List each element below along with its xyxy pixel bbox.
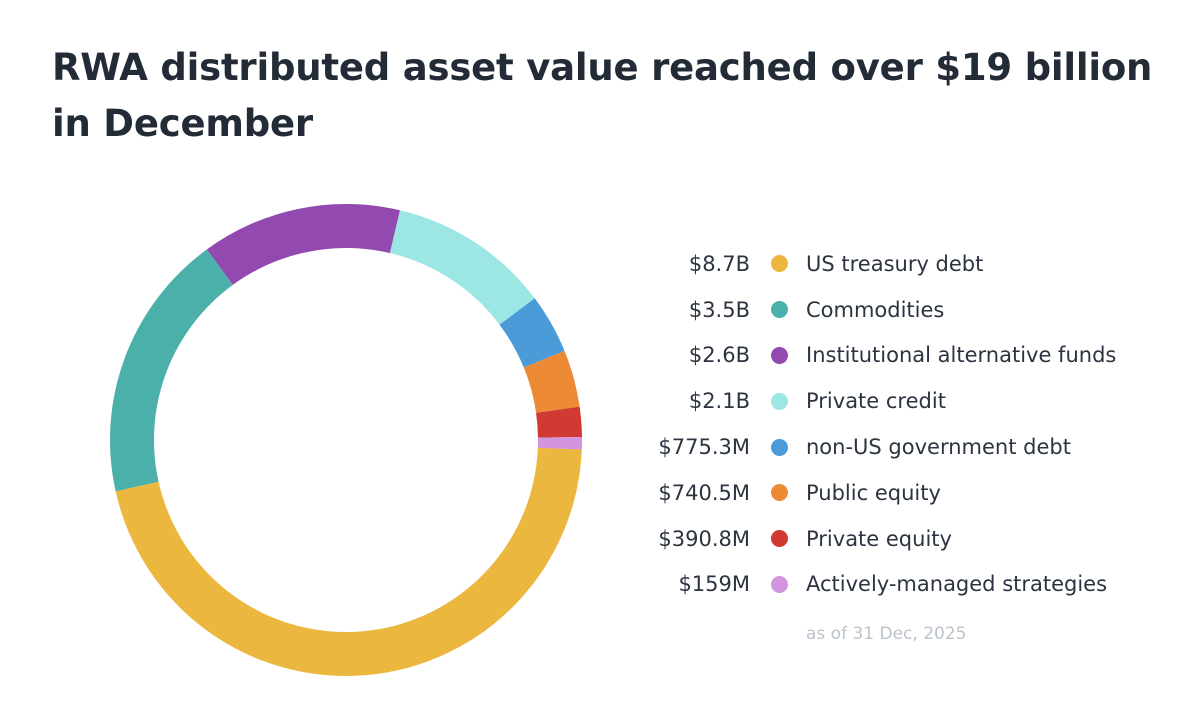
legend-item: $3.5B Commodities bbox=[600, 287, 1180, 333]
legend-label: Private equity bbox=[806, 526, 952, 551]
chart-legend: $8.7B US treasury debt $3.5B Commodities $2.… bbox=[600, 241, 1180, 607]
legend-item: $2.1B Private credit bbox=[600, 378, 1180, 424]
donut-slice bbox=[115, 447, 582, 676]
legend-item: $390.8M Private equity bbox=[600, 516, 1180, 562]
legend-swatch-icon bbox=[771, 438, 788, 456]
legend-item: $740.5M Public equity bbox=[600, 470, 1180, 516]
donut-slices bbox=[110, 203, 582, 676]
legend-swatch-icon bbox=[771, 301, 788, 319]
legend-item: $775.3M non-US government debt bbox=[600, 424, 1180, 470]
legend-swatch-icon bbox=[771, 346, 788, 364]
legend-label: Commodities bbox=[806, 297, 945, 322]
legend-label: non-US government debt bbox=[806, 435, 1071, 460]
legend-swatch-icon bbox=[771, 575, 788, 593]
legend-swatch-icon bbox=[771, 392, 788, 410]
legend-value: $2.6B bbox=[688, 343, 750, 368]
legend-value: $740.5M bbox=[658, 480, 750, 505]
legend-label: Institutional alternative funds bbox=[806, 343, 1117, 368]
legend-item: $8.7B US treasury debt bbox=[600, 241, 1180, 287]
legend-value: $3.5B bbox=[688, 297, 750, 322]
legend-swatch-icon bbox=[771, 255, 788, 273]
donut-slice bbox=[537, 437, 582, 450]
donut-slice bbox=[110, 249, 233, 492]
donut-slice bbox=[206, 203, 401, 285]
legend-value: $2.1B bbox=[688, 389, 750, 414]
legend-label: Private credit bbox=[806, 389, 946, 414]
legend-swatch-icon bbox=[771, 530, 788, 548]
date-note: as of 31 Dec, 2025 bbox=[806, 624, 967, 644]
legend-value: $8.7B bbox=[688, 251, 750, 276]
legend-value: $390.8M bbox=[658, 526, 750, 551]
donut-slice bbox=[523, 350, 580, 413]
donut-slice bbox=[389, 210, 535, 325]
legend-item: $159M Actively-managed strategies bbox=[600, 562, 1180, 608]
legend-swatch-icon bbox=[771, 484, 788, 502]
legend-value: $775.3M bbox=[658, 435, 750, 460]
legend-label: Public equity bbox=[806, 480, 941, 505]
legend-label: US treasury debt bbox=[806, 251, 984, 276]
legend-item: $2.6B Institutional alternative funds bbox=[600, 333, 1180, 379]
donut-slice bbox=[536, 406, 582, 438]
legend-label: Actively-managed strategies bbox=[806, 572, 1108, 597]
donut-slice bbox=[499, 298, 565, 368]
chart-title: RWA distributed asset value reached over… bbox=[52, 46, 1153, 145]
legend-value: $159M bbox=[678, 572, 750, 597]
